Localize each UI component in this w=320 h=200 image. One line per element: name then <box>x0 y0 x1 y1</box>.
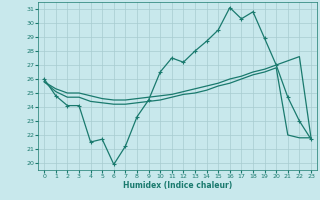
X-axis label: Humidex (Indice chaleur): Humidex (Indice chaleur) <box>123 181 232 190</box>
